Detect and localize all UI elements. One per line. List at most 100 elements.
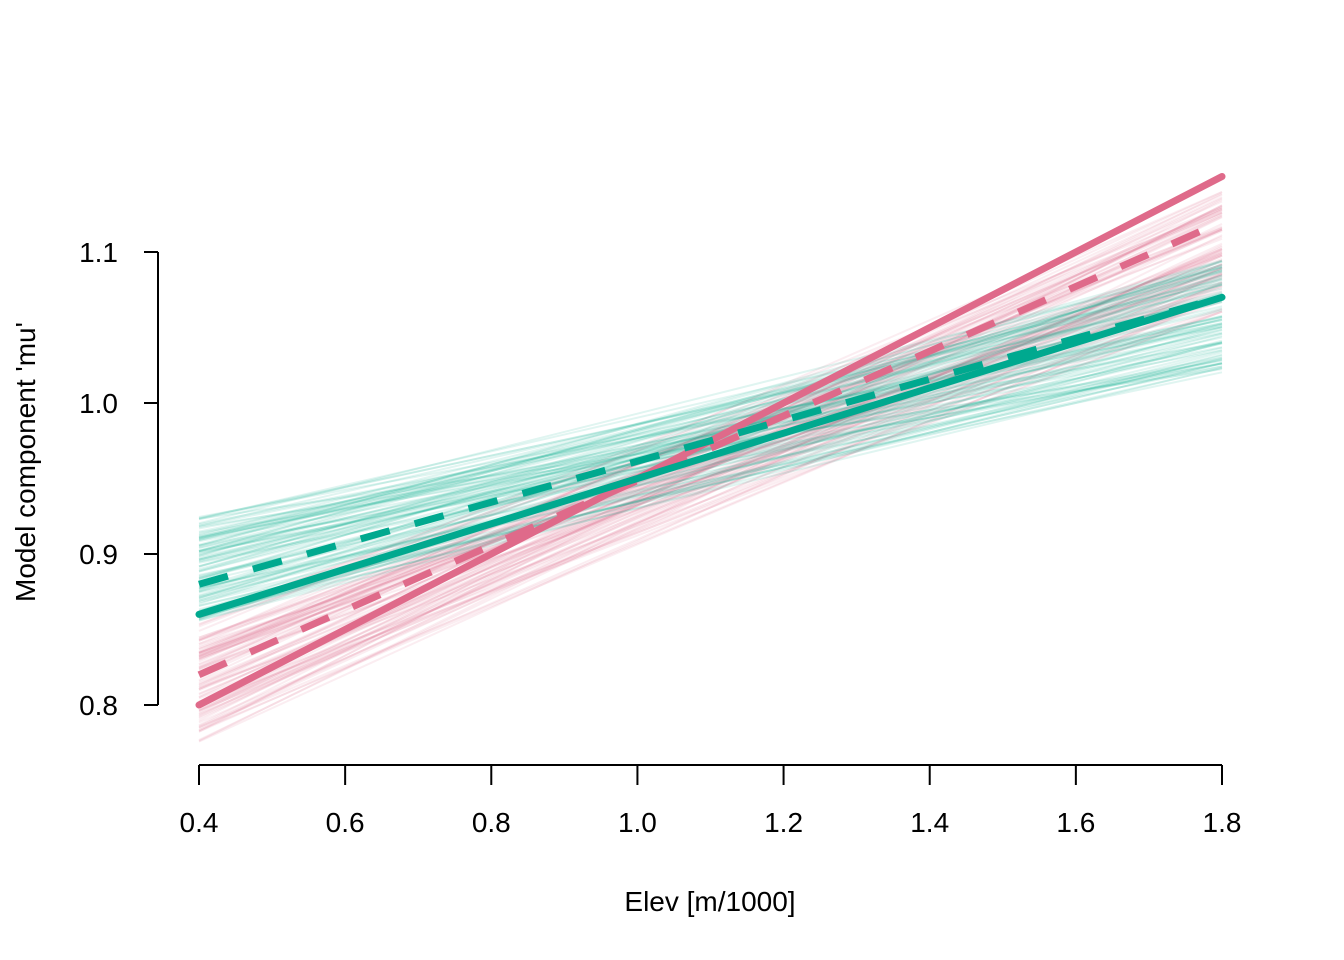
series-line-1 xyxy=(197,218,1224,679)
sample-line-pink xyxy=(198,270,1223,649)
sample-line-teal xyxy=(198,336,1223,561)
sample-line-teal xyxy=(198,322,1223,538)
sample-line-teal xyxy=(198,332,1223,598)
sample-line-teal xyxy=(198,342,1223,555)
sample-line-pink xyxy=(198,295,1223,709)
series-line-2 xyxy=(195,293,1226,618)
sample-line-pink xyxy=(198,296,1223,729)
sample-line-pink xyxy=(198,211,1223,653)
sample-line-pink xyxy=(198,226,1223,620)
sample-line-pink xyxy=(198,205,1223,688)
x-tick-label: 0.8 xyxy=(472,807,511,838)
sample-line-teal xyxy=(198,259,1223,548)
sample-line-teal xyxy=(198,358,1223,563)
sample-line-pink xyxy=(198,191,1223,663)
sample-line-pink xyxy=(198,276,1223,659)
x-tick-label: 0.4 xyxy=(180,807,219,838)
y-tick-label: 0.8 xyxy=(79,690,118,721)
sample-line-teal xyxy=(198,292,1223,602)
sample-line-teal xyxy=(198,305,1223,538)
sample-line-pink xyxy=(198,228,1223,703)
sample-line-teal xyxy=(198,358,1223,590)
sample-line-teal xyxy=(198,332,1223,562)
sample-line-teal xyxy=(198,334,1223,617)
sample-line-teal xyxy=(198,365,1223,576)
sample-line-pink xyxy=(198,280,1223,654)
sample-line-teal xyxy=(198,268,1223,600)
sample-line-teal xyxy=(198,274,1223,580)
sample-line-pink xyxy=(198,300,1223,669)
sample-line-teal xyxy=(198,271,1223,568)
sample-line-teal xyxy=(198,323,1223,541)
sample-line-pink xyxy=(198,298,1223,654)
sample-line-teal xyxy=(198,260,1223,613)
sample-line-teal xyxy=(198,362,1223,564)
sample-line-pink xyxy=(198,204,1223,727)
sample-line-teal xyxy=(198,269,1223,557)
y-axis: 0.8 0.9 1.0 1.1 xyxy=(79,237,159,721)
sample-line-teal xyxy=(198,265,1223,568)
sample-line-pink xyxy=(198,211,1223,653)
sample-line-pink xyxy=(198,266,1223,708)
sample-line-teal xyxy=(198,322,1223,526)
sample-line-pink xyxy=(198,234,1223,742)
sample-line-pink xyxy=(198,200,1223,660)
sample-line-teal xyxy=(198,331,1223,539)
sample-line-teal xyxy=(198,342,1223,593)
sample-line-pink xyxy=(198,263,1223,661)
x-tick-label: 1.8 xyxy=(1203,807,1242,838)
sample-line-teal xyxy=(198,342,1223,594)
sample-line-pink xyxy=(198,215,1223,708)
sample-line-teal xyxy=(198,353,1223,618)
x-tick-label: 1.4 xyxy=(910,807,949,838)
sample-line-teal xyxy=(198,315,1223,553)
sample-line-pink xyxy=(198,223,1223,712)
sample-line-pink xyxy=(198,253,1223,641)
sample-line-teal xyxy=(198,366,1223,615)
sample-line-teal xyxy=(198,326,1223,518)
sample-line-teal xyxy=(198,318,1223,541)
sample-line-pink xyxy=(198,193,1223,669)
sample-line-pink xyxy=(198,207,1223,658)
sample-line-pink xyxy=(198,253,1223,683)
sample-line-pink xyxy=(198,310,1223,705)
sample-line-teal xyxy=(198,294,1223,573)
sample-line-teal xyxy=(198,287,1223,527)
sample-line-teal xyxy=(198,356,1223,622)
x-tick-label: 0.6 xyxy=(326,807,365,838)
sample-line-teal xyxy=(198,266,1223,553)
sample-line-pink xyxy=(198,247,1223,651)
sample-line-pink xyxy=(198,307,1223,645)
sample-line-teal xyxy=(198,299,1223,571)
sample-line-teal xyxy=(198,346,1223,583)
sample-line-teal xyxy=(198,270,1223,553)
sample-line-teal xyxy=(198,297,1223,537)
sample-line-teal xyxy=(198,351,1223,614)
sample-line-pink xyxy=(198,249,1223,687)
x-axis-label: Elev [m/1000] xyxy=(624,886,795,917)
sample-line-teal xyxy=(198,349,1223,599)
sample-line-teal xyxy=(198,371,1223,589)
x-tick-label: 1.2 xyxy=(764,807,803,838)
sample-line-pink xyxy=(198,228,1223,641)
sample-line-pink xyxy=(198,308,1223,689)
sample-line-pink xyxy=(198,248,1223,707)
sample-line-teal xyxy=(198,290,1223,549)
sample-line-pink xyxy=(198,242,1223,720)
sample-line-pink xyxy=(198,282,1223,733)
sample-line-teal xyxy=(198,319,1223,528)
sample-line-pink xyxy=(198,295,1223,732)
y-tick-label: 1.0 xyxy=(79,388,118,419)
sample-line-pink xyxy=(198,251,1223,616)
sample-line-teal xyxy=(198,339,1223,612)
sample-line-pink xyxy=(198,263,1223,695)
sample-line-teal xyxy=(198,260,1223,557)
sample-line-pink xyxy=(198,204,1223,732)
sample-line-teal xyxy=(198,300,1223,560)
sample-line-pink xyxy=(198,254,1223,730)
sample-line-pink xyxy=(198,271,1223,713)
sample-line-pink xyxy=(198,273,1223,625)
y-tick-label: 0.9 xyxy=(79,539,118,570)
sample-line-pink xyxy=(198,214,1223,686)
sample-line-pink xyxy=(198,245,1223,729)
